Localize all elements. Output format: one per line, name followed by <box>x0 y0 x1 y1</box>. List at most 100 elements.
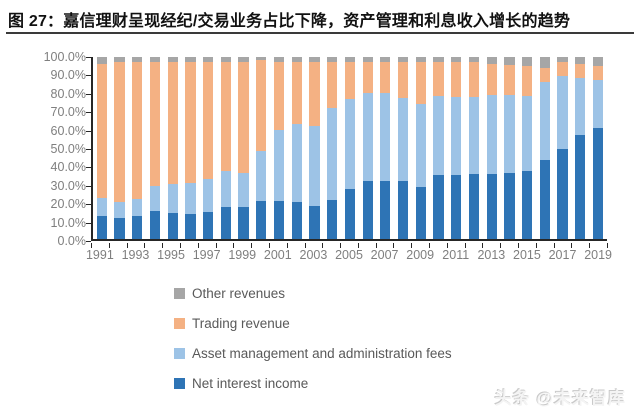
bar-segment-net-interest-income <box>327 199 338 239</box>
bar-segment-net-interest-income <box>273 200 285 239</box>
bar-segment-trading-revenue <box>468 61 480 98</box>
x-axis-tick-mark <box>464 243 466 248</box>
x-axis-tick-mark <box>197 243 199 248</box>
legend-item-net-interest-income: Net interest income <box>174 373 452 394</box>
bar-segment-other-revenues <box>185 57 196 63</box>
bar-slot-2007 <box>377 57 395 239</box>
figure-title: 图 27：嘉信理财呈现经纪/交易业务占比下降，资产管理和利息收入增长的趋势 <box>8 13 571 30</box>
y-axis-tick-mark <box>86 75 91 77</box>
bar-segment-trading-revenue <box>167 62 178 185</box>
bar-slot-2014 <box>501 57 519 239</box>
bar-segment-asset-management-and-administration-fees <box>415 104 426 188</box>
bar-segment-trading-revenue <box>256 59 267 151</box>
bar-2005 <box>344 57 356 239</box>
bar-segment-asset-management-and-administration-fees <box>575 77 586 136</box>
legend-swatch-icon <box>174 318 185 329</box>
watermark-toutiao: 头条 @未来智库 <box>494 389 626 408</box>
bar-segment-other-revenues <box>238 57 249 63</box>
bar-segment-trading-revenue <box>504 65 515 96</box>
bar-segment-net-interest-income <box>96 216 107 239</box>
x-axis-tick-mark <box>215 243 217 248</box>
bar-segment-asset-management-and-administration-fees <box>397 97 409 181</box>
bar-segment-trading-revenue <box>575 64 586 78</box>
x-axis-tick-label: 1997 <box>192 248 221 262</box>
y-axis-tick-label: 20.0% <box>50 197 86 212</box>
bar-segment-asset-management-and-administration-fees <box>486 95 497 175</box>
bar-1997 <box>203 57 214 239</box>
bar-1992 <box>114 57 125 239</box>
y-axis-tick-label: 100.0% <box>43 50 86 64</box>
legend-label: Net interest income <box>192 376 309 391</box>
bar-segment-other-revenues <box>380 57 391 63</box>
bar-segment-net-interest-income <box>256 200 267 239</box>
x-axis-tick-mark <box>375 243 377 248</box>
bar-segment-other-revenues <box>486 57 497 65</box>
bar-segment-net-interest-income <box>397 180 409 239</box>
x-axis-tick-mark <box>340 243 342 248</box>
bar-segment-other-revenues <box>451 57 462 62</box>
x-axis-tick-mark <box>535 243 537 248</box>
bar-slot-1998 <box>217 57 235 239</box>
bar-slot-1996 <box>182 57 200 239</box>
y-axis-tick-label: 10.0% <box>50 215 86 230</box>
bar-segment-net-interest-income <box>238 207 249 239</box>
bar-segment-other-revenues <box>167 57 178 63</box>
bar-segment-other-revenues <box>468 57 480 62</box>
x-axis-tick-mark <box>108 243 110 248</box>
bar-segment-net-interest-income <box>575 135 586 239</box>
x-axis-tick-mark <box>251 243 253 248</box>
x-axis-tick-mark <box>429 243 431 248</box>
bar-segment-trading-revenue <box>149 62 161 187</box>
legend-item-other-revenues: Other revenues <box>174 283 452 304</box>
bar-slot-2013 <box>483 57 501 239</box>
bar-segment-net-interest-income <box>114 218 125 239</box>
bar-segment-asset-management-and-administration-fees <box>149 186 161 211</box>
bar-segment-trading-revenue <box>539 67 550 82</box>
legend-label: Other revenues <box>192 286 286 301</box>
bar-segment-net-interest-income <box>149 210 161 239</box>
bar-segment-net-interest-income <box>132 216 143 239</box>
x-axis-tick-mark <box>553 243 555 248</box>
bar-segment-other-revenues <box>504 57 515 66</box>
legend-swatch-icon <box>174 378 185 389</box>
x-axis-tick-mark <box>268 243 270 248</box>
y-axis-tick-label: 40.0% <box>50 160 86 175</box>
bar-2010 <box>433 57 444 239</box>
bar-segment-asset-management-and-administration-fees <box>132 198 143 217</box>
bar-slot-2019 <box>589 57 607 239</box>
bar-segment-trading-revenue <box>557 61 568 77</box>
bar-segment-other-revenues <box>149 57 161 63</box>
bar-2007 <box>380 57 391 239</box>
bar-segment-asset-management-and-administration-fees <box>167 184 178 213</box>
bar-segment-trading-revenue <box>592 66 604 80</box>
bar-segment-asset-management-and-administration-fees <box>380 93 391 181</box>
title-divider <box>6 32 634 34</box>
bar-slot-1995 <box>164 57 182 239</box>
bar-1991 <box>96 57 107 239</box>
bar-segment-net-interest-income <box>468 174 480 239</box>
bar-segment-asset-management-and-administration-fees <box>344 98 356 189</box>
chart-legend: Other revenues Trading revenue Asset manag… <box>174 283 452 403</box>
bar-segment-asset-management-and-administration-fees <box>256 150 267 201</box>
bar-segment-asset-management-and-administration-fees <box>185 182 196 214</box>
bar-slot-2006 <box>359 57 377 239</box>
x-axis-tick-label: 1991 <box>85 248 114 262</box>
bar-2008 <box>397 57 409 239</box>
bar-segment-asset-management-and-administration-fees <box>96 198 107 217</box>
bar-1999 <box>238 57 249 239</box>
x-axis-tick-mark <box>322 243 324 248</box>
bar-slot-2002 <box>288 57 306 239</box>
bar-2009 <box>415 57 426 239</box>
bar-1998 <box>220 57 232 239</box>
stacked-bar-chart: 100.0% 90.0% 80.0% 70.0% 60.0% 50.0% 40.0% 30.0… <box>0 40 640 270</box>
bar-segment-other-revenues <box>273 57 285 63</box>
x-axis-tick-mark <box>500 243 502 248</box>
bar-2002 <box>291 57 302 239</box>
bar-segment-trading-revenue <box>291 62 302 125</box>
bar-2019 <box>592 57 604 239</box>
x-axis-tick-mark <box>446 243 448 248</box>
bar-slot-2018 <box>571 57 589 239</box>
x-axis-tick-mark <box>393 243 395 248</box>
x-axis-tick-mark <box>179 243 181 248</box>
